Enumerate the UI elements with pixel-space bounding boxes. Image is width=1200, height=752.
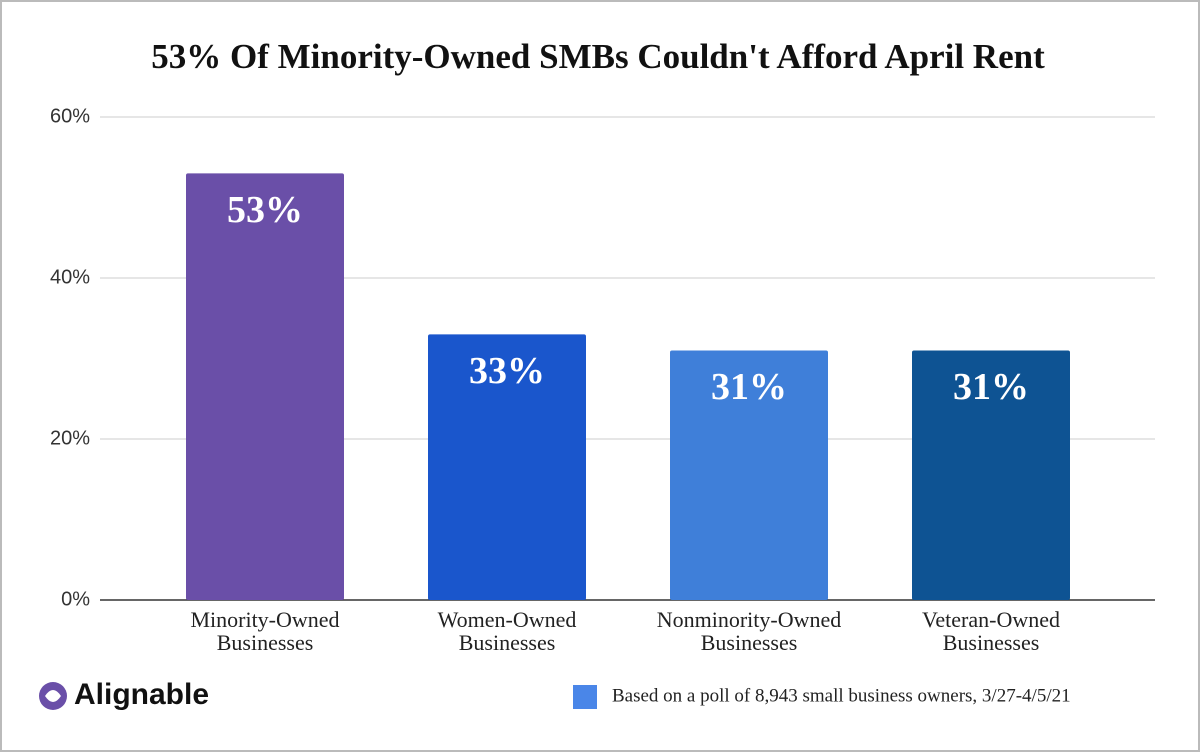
y-tick-label: 0% xyxy=(61,588,90,610)
x-tick-label: Veteran-Owned xyxy=(922,607,1060,632)
legend-swatch xyxy=(573,685,597,709)
value-label: 53% xyxy=(227,189,303,231)
bar xyxy=(428,334,586,600)
chart-title: 53% Of Minority-Owned SMBs Couldn't Affo… xyxy=(151,37,1045,76)
x-tick-label: Women-Owned xyxy=(438,607,577,632)
note: Based on a poll of 8,943 small business … xyxy=(612,685,1071,706)
x-tick-label: Minority-Owned xyxy=(190,607,339,632)
x-tick-label: Businesses xyxy=(217,630,314,655)
value-label: 31% xyxy=(953,366,1029,408)
logo-text: Alignable xyxy=(74,678,209,711)
logo: Alignable xyxy=(39,678,209,711)
y-tick-label: 20% xyxy=(50,427,90,449)
x-tick-label: Businesses xyxy=(459,630,556,655)
bar xyxy=(912,350,1070,600)
logo-icon-inner xyxy=(45,690,61,702)
x-tick-label: Businesses xyxy=(701,630,798,655)
bar xyxy=(186,173,344,600)
bar xyxy=(670,350,828,600)
x-tick-label: Nonminority-Owned xyxy=(657,607,842,632)
value-label: 33% xyxy=(469,350,545,392)
y-tick-label: 40% xyxy=(50,266,90,288)
value-label: 31% xyxy=(711,366,787,408)
x-tick-label: Businesses xyxy=(943,630,1040,655)
y-tick-label: 60% xyxy=(50,105,90,127)
